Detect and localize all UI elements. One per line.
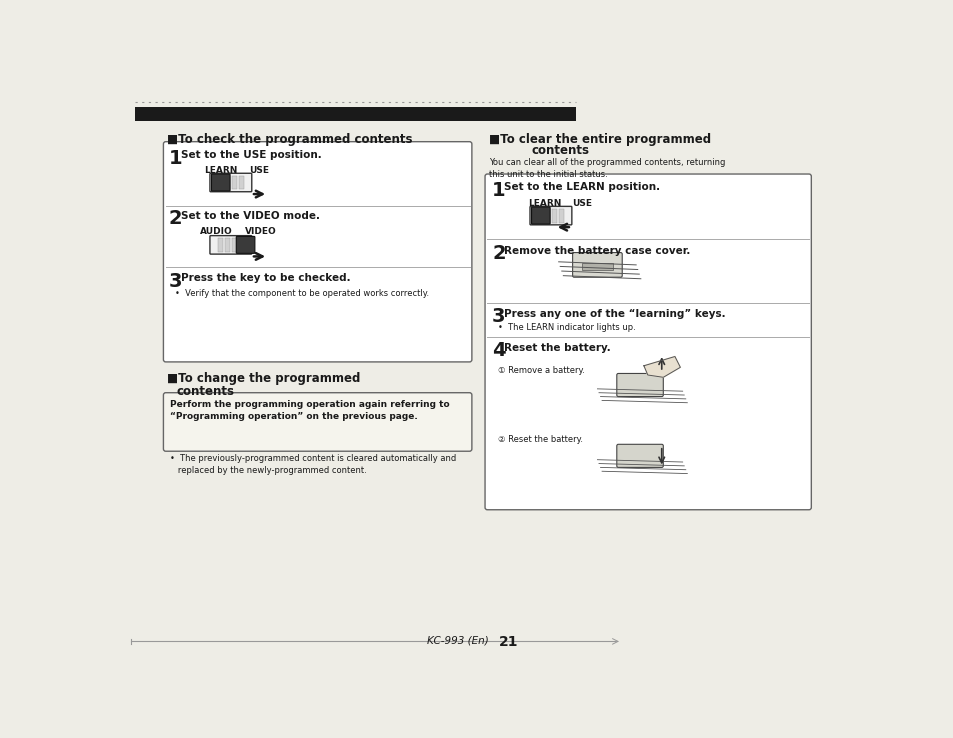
FancyBboxPatch shape <box>236 236 254 253</box>
Text: LEARN: LEARN <box>204 165 237 175</box>
Text: ■To clear the entire programmed: ■To clear the entire programmed <box>488 134 710 146</box>
Text: Perform the programming operation again referring to
“Programming operation” on : Perform the programming operation again … <box>171 400 450 421</box>
Text: ② Reset the battery.: ② Reset the battery. <box>497 435 582 444</box>
Text: ■To change the programmed: ■To change the programmed <box>167 372 360 385</box>
Text: You can clear all of the programmed contents, returning
this unit to the initial: You can clear all of the programmed cont… <box>488 158 724 179</box>
Text: Set to the USE position.: Set to the USE position. <box>181 150 322 160</box>
Bar <box>134 107 576 121</box>
Bar <box>537 209 542 223</box>
FancyBboxPatch shape <box>484 174 810 510</box>
Text: •  The LEARN indicator lights up.: • The LEARN indicator lights up. <box>497 323 636 332</box>
Bar <box>552 209 557 223</box>
FancyBboxPatch shape <box>163 142 472 362</box>
Bar <box>558 209 563 223</box>
Text: contents: contents <box>531 144 589 157</box>
Text: •  Verify that the component to be operated works correctly.: • Verify that the component to be operat… <box>174 289 429 297</box>
FancyBboxPatch shape <box>163 393 472 451</box>
Text: 1: 1 <box>492 181 505 200</box>
Bar <box>225 238 230 252</box>
Text: 21: 21 <box>498 635 518 649</box>
Text: Press the key to be checked.: Press the key to be checked. <box>181 273 351 283</box>
Bar <box>218 238 223 252</box>
Text: 2: 2 <box>169 210 182 229</box>
Bar <box>581 263 612 269</box>
Text: Remove the battery case cover.: Remove the battery case cover. <box>504 246 690 255</box>
Text: ① Remove a battery.: ① Remove a battery. <box>497 366 584 375</box>
FancyBboxPatch shape <box>531 207 550 224</box>
Text: 1: 1 <box>169 148 182 168</box>
Bar <box>233 238 236 252</box>
FancyBboxPatch shape <box>617 444 662 467</box>
Text: Set to the VIDEO mode.: Set to the VIDEO mode. <box>181 211 320 221</box>
Text: •  The previously-programmed content is cleared automatically and
   replaced by: • The previously-programmed content is c… <box>171 454 456 475</box>
Text: ■To check the programmed contents: ■To check the programmed contents <box>167 134 413 146</box>
Text: 3: 3 <box>492 307 505 326</box>
Text: 4: 4 <box>492 341 505 360</box>
Text: AUDIO: AUDIO <box>199 227 233 236</box>
Bar <box>545 209 550 223</box>
Text: Press any one of the “learning” keys.: Press any one of the “learning” keys. <box>504 308 725 319</box>
Bar <box>239 238 244 252</box>
Bar <box>225 176 230 190</box>
Text: KC-993 (En): KC-993 (En) <box>427 635 488 645</box>
FancyBboxPatch shape <box>210 235 252 254</box>
FancyBboxPatch shape <box>530 207 571 225</box>
FancyBboxPatch shape <box>212 174 230 191</box>
Text: Set to the LEARN position.: Set to the LEARN position. <box>504 182 659 193</box>
Bar <box>233 176 236 190</box>
Text: VIDEO: VIDEO <box>245 227 276 236</box>
Text: USE: USE <box>571 199 591 207</box>
Polygon shape <box>643 356 679 377</box>
FancyBboxPatch shape <box>572 252 621 277</box>
Text: 3: 3 <box>169 272 182 291</box>
Text: Reset the battery.: Reset the battery. <box>504 342 611 353</box>
Text: contents: contents <box>176 385 234 398</box>
FancyBboxPatch shape <box>210 173 252 192</box>
Text: LEARN: LEARN <box>527 199 560 207</box>
FancyBboxPatch shape <box>617 373 662 396</box>
Bar <box>239 176 244 190</box>
Text: 2: 2 <box>492 244 505 263</box>
Bar <box>218 176 223 190</box>
Text: USE: USE <box>249 165 269 175</box>
